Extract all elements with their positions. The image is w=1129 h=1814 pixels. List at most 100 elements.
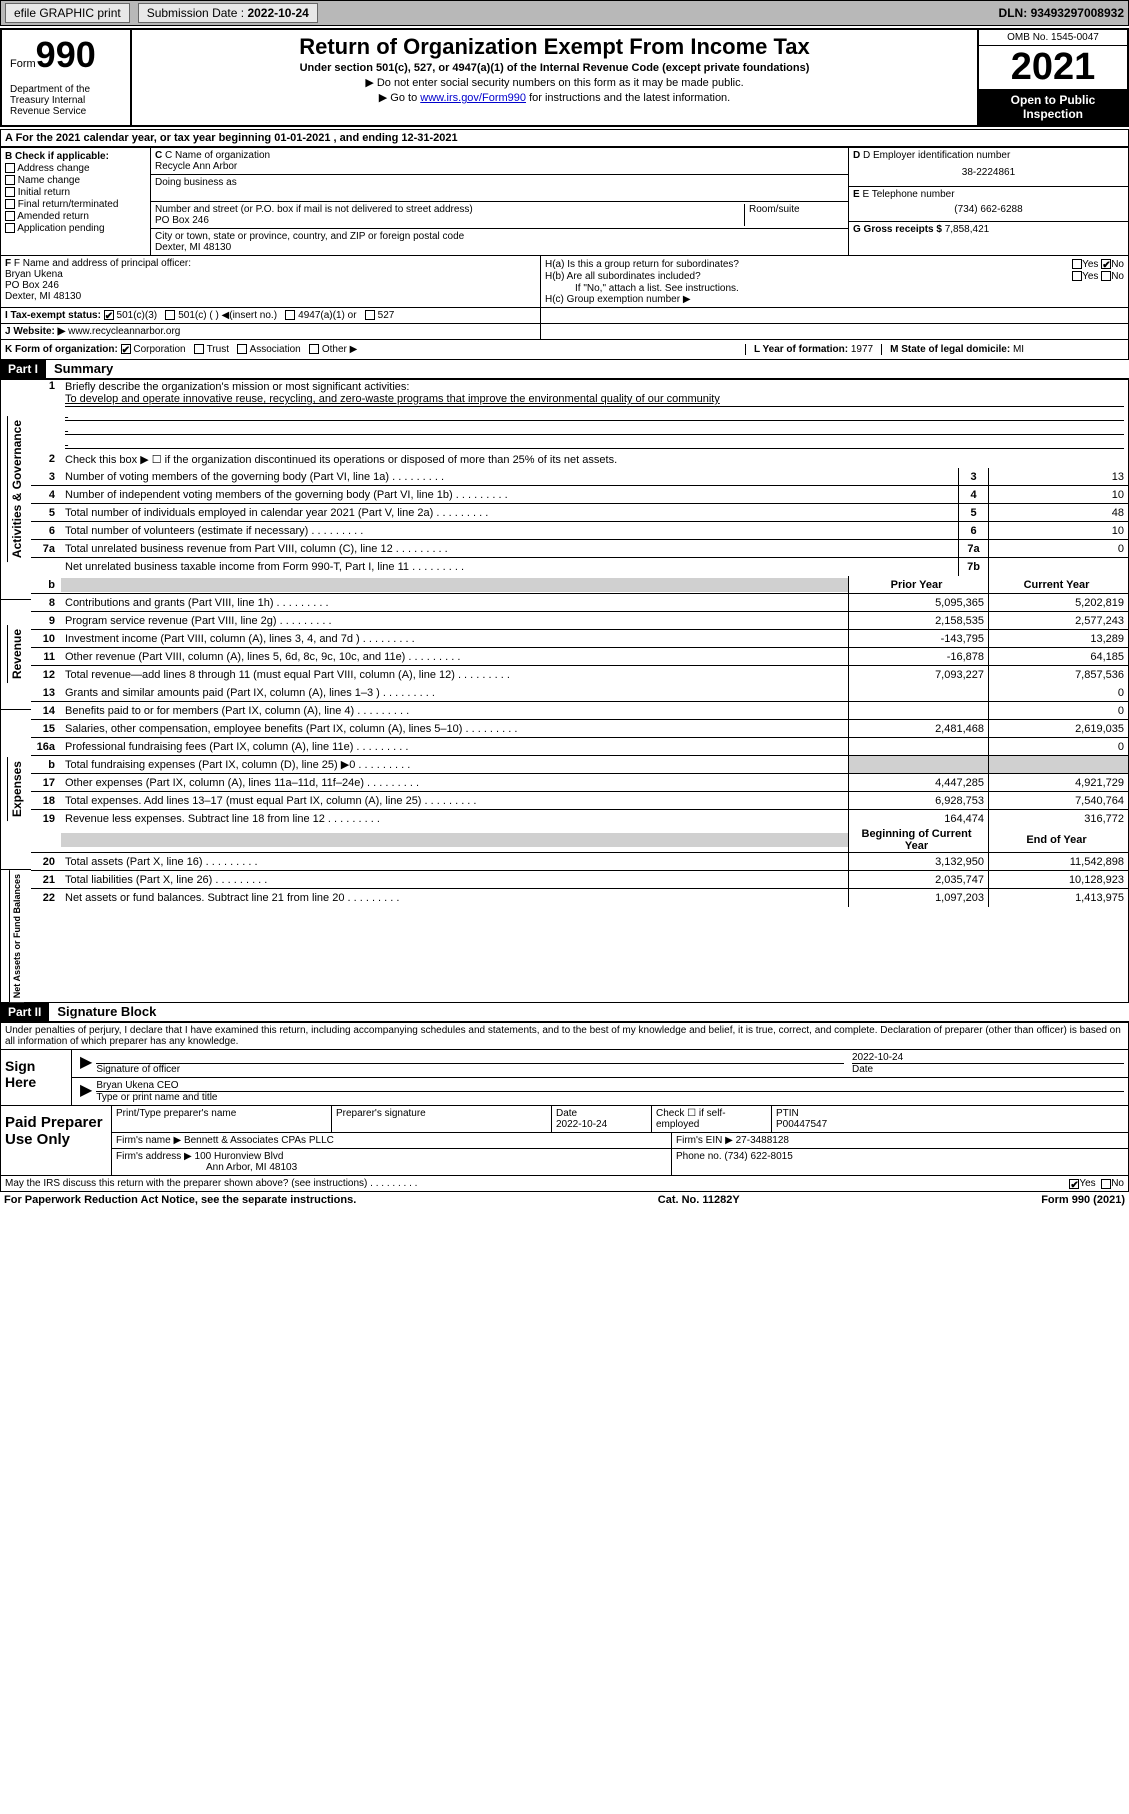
chk-initial[interactable]: Initial return (5, 187, 146, 198)
table-row: 16aProfessional fundraising fees (Part I… (31, 738, 1128, 756)
line2: Check this box ▶ ☐ if the organization d… (61, 452, 1128, 467)
table-row: 7aTotal unrelated business revenue from … (31, 540, 1128, 558)
block-fgh: F F Name and address of principal office… (0, 256, 1129, 308)
table-row: 10Investment income (Part VIII, column (… (31, 630, 1128, 648)
table-row: 17Other expenses (Part IX, column (A), l… (31, 774, 1128, 792)
irs-link[interactable]: www.irs.gov/Form990 (420, 92, 526, 104)
col-f: F F Name and address of principal office… (1, 256, 541, 307)
website[interactable]: www.recycleannarbor.org (68, 326, 180, 337)
subtitle: Under section 501(c), 527, or 4947(a)(1)… (136, 62, 973, 74)
officer-addr1: PO Box 246 (5, 280, 536, 291)
org-address: PO Box 246 (155, 215, 744, 226)
table-row: 9Program service revenue (Part VIII, lin… (31, 612, 1128, 630)
part1-header: Part ISummary (0, 360, 1129, 379)
tax-year: 2021 (979, 46, 1127, 89)
table-row: 4Number of independent voting members of… (31, 486, 1128, 504)
chk-4947[interactable] (285, 310, 295, 320)
summary-rows: 1Briefly describe the organization's mis… (31, 380, 1128, 1002)
table-row: 8Contributions and grants (Part VIII, li… (31, 594, 1128, 612)
org-name: Recycle Ann Arbor (155, 161, 844, 172)
tax-exempt-label: I Tax-exempt status: (5, 310, 101, 321)
paid-label: Paid Preparer Use Only (1, 1106, 111, 1175)
hc-label: H(c) Group exemption number ▶ (545, 294, 1124, 305)
table-row: 20Total assets (Part X, line 16)3,132,95… (31, 853, 1128, 871)
chk-amended[interactable]: Amended return (5, 211, 146, 222)
chk-527[interactable] (365, 310, 375, 320)
officer-name: Bryan Ukena (5, 269, 536, 280)
chk-pending[interactable]: Application pending (5, 223, 146, 234)
col-current: Current Year (988, 576, 1128, 593)
vtab-column: Activities & Governance Revenue Expenses… (1, 380, 31, 1002)
part2-header: Part IISignature Block (0, 1003, 1129, 1022)
declaration: Under penalties of perjury, I declare th… (0, 1022, 1129, 1050)
chk-address[interactable]: Address change (5, 163, 146, 174)
chk-assoc[interactable] (237, 344, 247, 354)
vtab-exp: Expenses (7, 757, 26, 821)
topbar: efile GRAPHIC print Submission Date : 20… (0, 0, 1129, 26)
row-i: I Tax-exempt status: ✔ 501(c)(3) 501(c) … (0, 308, 1129, 324)
hb-note: If "No," attach a list. See instructions… (545, 283, 1124, 294)
sig-officer-label: Signature of officer (96, 1064, 844, 1075)
col-de: D D Employer identification number38-222… (848, 148, 1128, 255)
col-b: B Check if applicable: Address change Na… (1, 148, 151, 255)
submission-date: Submission Date : 2022-10-24 (138, 3, 318, 23)
row-k: K Form of organization: ✔ Corporation Tr… (0, 340, 1129, 360)
form-header: Form990 Department of the Treasury Inter… (0, 28, 1129, 127)
table-row: 14Benefits paid to or for members (Part … (31, 702, 1128, 720)
title-area: Return of Organization Exempt From Incom… (132, 30, 977, 125)
dba-label: Doing business as (155, 177, 844, 188)
sign-here-label: Sign Here (1, 1050, 71, 1105)
chk-trust[interactable] (194, 344, 204, 354)
hb-label: H(b) Are all subordinates included? (545, 271, 701, 282)
ha-answer[interactable]: Yes ✔No (1072, 259, 1124, 270)
table-row: 11Other revenue (Part VIII, column (A), … (31, 648, 1128, 666)
ptin: P00447547 (776, 1119, 1124, 1130)
room-label: Room/suite (749, 204, 844, 215)
chk-final[interactable]: Final return/terminated (5, 199, 146, 210)
vtab-net: Net Assets or Fund Balances (9, 870, 24, 1002)
discuss-answer[interactable]: ✔Yes No (1069, 1178, 1124, 1189)
org-city: Dexter, MI 48130 (155, 242, 844, 253)
ein: 38-2224861 (853, 161, 1124, 184)
chk-501c[interactable] (165, 310, 175, 320)
table-row: 5Total number of individuals employed in… (31, 504, 1128, 522)
chk-name[interactable]: Name change (5, 175, 146, 186)
sign-here-block: Sign Here ▶ Signature of officer 2022-10-… (0, 1050, 1129, 1106)
state-domicile: MI (1013, 344, 1024, 355)
form-number-box: Form990 Department of the Treasury Inter… (2, 30, 132, 125)
table-row: 18Total expenses. Add lines 13–17 (must … (31, 792, 1128, 810)
prep-sig-label: Preparer's signature (336, 1108, 547, 1119)
firm-addr2: Ann Arbor, MI 48103 (116, 1162, 667, 1173)
chk-other[interactable] (309, 344, 319, 354)
vtab-rev: Revenue (7, 625, 26, 683)
chk-corp[interactable]: ✔ (121, 344, 131, 354)
prep-check[interactable]: Check ☐ if self-employed (651, 1106, 771, 1132)
efile-button[interactable]: efile GRAPHIC print (5, 3, 130, 23)
table-row: 15Salaries, other compensation, employee… (31, 720, 1128, 738)
table-row: 21Total liabilities (Part X, line 26)2,0… (31, 871, 1128, 889)
sig-date-val: 2022-10-24 (852, 1052, 1124, 1064)
year-box: OMB No. 1545-0047 2021 Open to Public In… (977, 30, 1127, 125)
section-a: A For the 2021 calendar year, or tax yea… (0, 129, 1129, 147)
instr-1: ▶ Do not enter social security numbers o… (136, 76, 973, 89)
discuss-label: May the IRS discuss this return with the… (5, 1178, 417, 1189)
table-row: 12Total revenue—add lines 8 through 11 (… (31, 666, 1128, 684)
block-bcde: B Check if applicable: Address change Na… (0, 147, 1129, 256)
chk-501c3[interactable]: ✔ (104, 310, 114, 320)
omb-number: OMB No. 1545-0047 (979, 30, 1127, 46)
table-row: 6Total number of volunteers (estimate if… (31, 522, 1128, 540)
sig-date-label: Date (852, 1064, 1124, 1075)
dept-treasury: Department of the Treasury Internal Reve… (10, 84, 122, 117)
arrow-icon: ▶ (76, 1080, 96, 1103)
table-row: Net unrelated business taxable income fr… (31, 558, 1128, 576)
main-title: Return of Organization Exempt From Incom… (136, 34, 973, 60)
instr-2: ▶ Go to www.irs.gov/Form990 for instruct… (136, 91, 973, 104)
table-row: 22Net assets or fund balances. Subtract … (31, 889, 1128, 907)
row-j: J Website: ▶ www.recycleannarbor.org (0, 324, 1129, 340)
hb-answer[interactable]: Yes No (1072, 271, 1124, 282)
vtab-gov: Activities & Governance (7, 416, 26, 562)
line1-label: Briefly describe the organization's miss… (65, 381, 1124, 393)
firm-name: Bennett & Associates CPAs PLLC (184, 1135, 334, 1146)
arrow-icon: ▶ (76, 1052, 96, 1075)
part1-body: Activities & Governance Revenue Expenses… (0, 379, 1129, 1003)
